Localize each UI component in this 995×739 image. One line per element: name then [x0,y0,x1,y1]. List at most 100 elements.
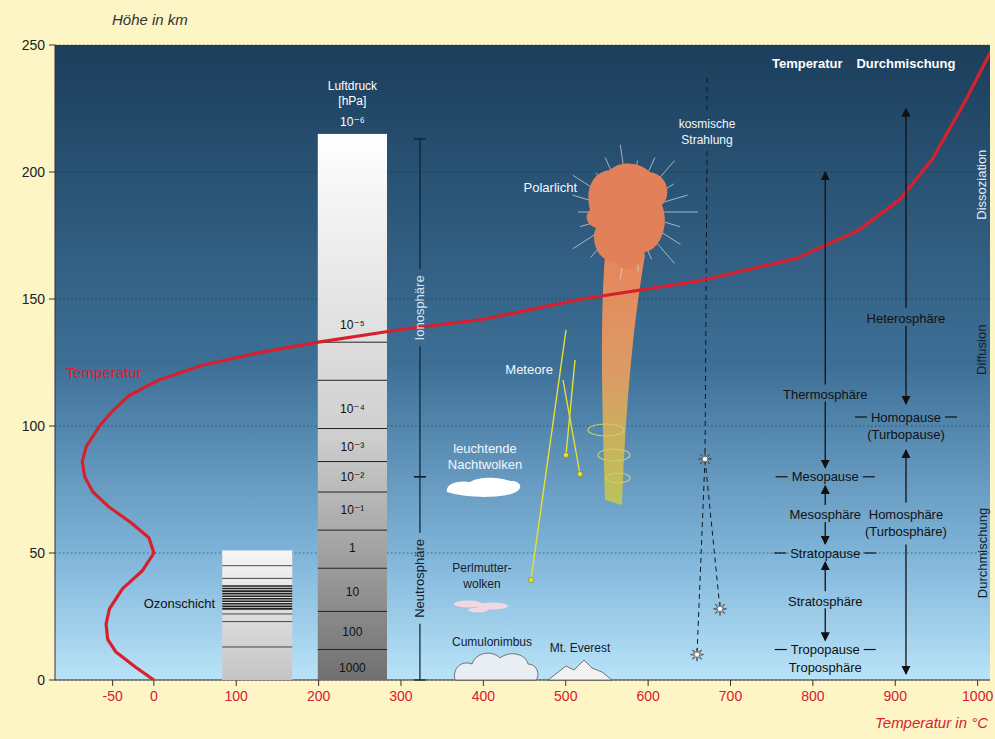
text-line: wolken [462,577,500,591]
cumulonimbus-cloud [454,653,537,680]
nacreous-label: Perlmutter-wolken [452,561,511,591]
ozone-stripe [222,621,292,622]
process-label: Durchmischung [975,508,990,598]
x-tick-label: 300 [389,688,413,704]
pressure-level-label: 10⁻² [341,470,365,484]
aurora-swirl [598,449,630,461]
pressure-level-label: 10⁻⁵ [340,318,365,332]
boundary-dash [864,649,876,650]
y-tick-label: 200 [22,164,46,180]
x-tick [153,680,154,686]
aurora-ray [660,212,698,213]
mixing-lower-label: Homosphäre(Turbosphäre) [865,507,947,539]
ozone-label: Ozonschicht [144,596,216,611]
column-header: Durchmischung [856,56,955,71]
grid-line [55,45,990,46]
pressure-level-label: 1000 [339,661,366,675]
cosmic-ray-star [699,453,712,466]
pressure-divider [318,568,387,569]
process-label: Diffusion [975,325,990,375]
meteor-head [528,577,533,582]
x-tick-label: 400 [472,688,496,704]
meteor-trail [566,360,575,455]
y-tick-label: 0 [37,672,45,688]
arrow [905,109,906,309]
mixing-boundary-label: Homopause(Turbopause) [867,410,945,442]
boundary-dash [855,416,867,417]
sphere-bracket [419,139,420,269]
y-tick [49,553,55,554]
text-line: (Turbosphäre) [865,524,947,539]
y-axis-title: Höhe in km [112,11,188,28]
pressure-level-label: 10⁻³ [341,440,365,454]
mountain [548,660,612,680]
x-tick [812,680,813,686]
cosmic-ray-path [697,459,705,655]
pressure-divider [318,380,387,381]
cosmic-ray-star [691,648,704,661]
arrow [825,486,826,505]
x-tick [730,680,731,686]
series-label: Temperatur [66,364,142,381]
text-line: Luftdruck [328,79,378,93]
boundary-dash [945,416,957,417]
arrow [825,562,826,591]
sphere-label: Neutrosphäre [412,539,427,618]
ozone-stripe [222,585,292,587]
x-tick-label: 900 [884,688,908,704]
x-axis-title: Temperatur in °C [875,714,988,731]
boundary-dash [774,552,786,553]
pressure-level-label: 1 [349,541,356,555]
text-line: Homopause [871,410,941,425]
aurora-blob [587,163,668,269]
pressure-level-label: 100 [342,625,362,639]
cosmic-ray-path [705,459,720,609]
x-tick-label: 1000 [962,688,993,704]
temperature-curve [82,45,990,680]
sphere-bracket [419,624,420,680]
y-axis-line [55,45,56,680]
ozone-stripe [222,578,292,579]
pressure-divider [318,611,387,612]
y-tick [49,45,55,46]
ozone-stripe [222,588,292,590]
x-tick [318,680,319,686]
pressure-divider [318,530,387,531]
sphere-label: Ionosphäre [412,275,427,340]
pressure-level-label: 10⁻⁶ [340,115,365,129]
x-tick-label: 0 [150,688,158,704]
pressure-level-label: 10⁻⁴ [340,402,365,416]
arrow [905,326,906,404]
plot-background [55,45,990,680]
ozone-stripe [222,593,292,595]
ozone-stripe [222,565,292,566]
aurora-swirl [606,473,630,483]
x-tick-label: 800 [801,688,825,704]
layer-label: Mesosphäre [789,507,861,522]
noctilucent-label: leuchtendeNachtwolken [448,441,522,472]
sphere-cap [414,476,426,477]
y-tick-label: 150 [22,291,46,307]
text-line: Perlmutter- [452,561,511,575]
arrow [905,545,906,674]
meteor-head [563,452,568,457]
grid-line [55,299,990,300]
x-tick [977,680,978,686]
y-tick [49,426,55,427]
pressure-title: Luftdruck[hPa] [328,79,378,108]
boundary-dash [863,476,875,477]
ozone-stripe [222,603,292,605]
cosmic-ray-path [705,151,707,459]
x-tick [648,680,649,686]
cosmic-ray-path [707,78,708,113]
x-tick-label: 600 [636,688,660,704]
x-tick [565,680,566,686]
x-tick [895,680,896,686]
text-line: Strahlung [681,133,732,147]
pressure-divider [318,461,387,462]
grid-line [55,172,990,173]
y-tick-label: 100 [22,418,46,434]
x-tick [112,680,113,686]
layer-boundary-label: Mesopause [792,469,859,484]
process-label: Dissoziation [975,150,990,220]
